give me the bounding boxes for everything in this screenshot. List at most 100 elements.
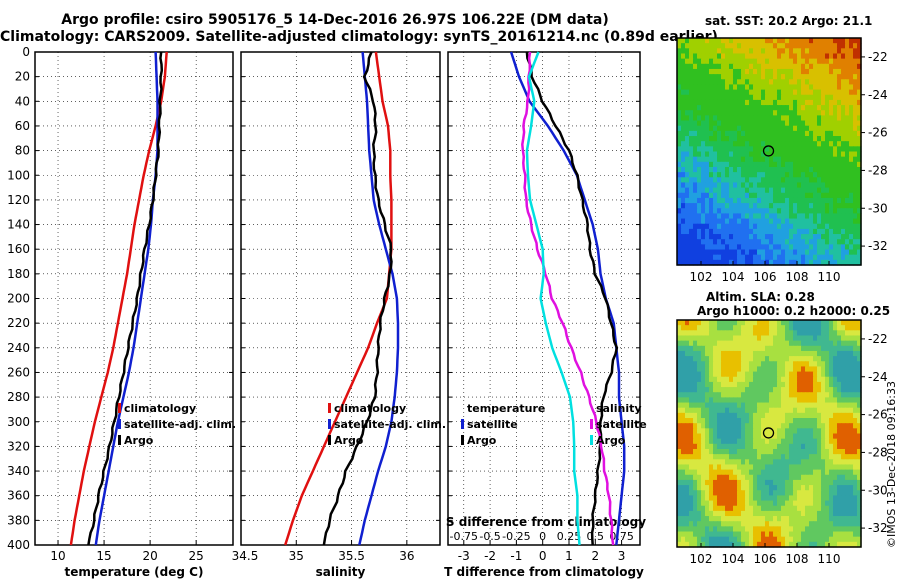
sla-map-ytick-label: -22 (868, 332, 888, 346)
sst-map-cell (765, 89, 770, 96)
sst-map-cell (825, 115, 830, 122)
sst-map-cell (845, 99, 850, 106)
sla-map-xtick-label: 108 (786, 552, 809, 566)
sla-map-cell (681, 350, 686, 357)
sst-map-cell (685, 223, 690, 230)
sst-map-cell (765, 79, 770, 86)
sst-map-cell (685, 63, 690, 70)
sla-map-cell (845, 335, 850, 342)
sla-map-cell (689, 335, 694, 342)
sst-map-cell (805, 141, 810, 147)
sst-map-cell (837, 259, 842, 266)
sla-map-cell (765, 479, 770, 486)
sla-map-cell (845, 381, 850, 388)
sst-map-cell (833, 228, 838, 235)
depth-tick-label: 400 (7, 538, 30, 552)
sla-map-cell (689, 433, 694, 440)
sst-map-cell (841, 192, 846, 199)
sst-map-cell (809, 156, 814, 163)
sla-map-cell (741, 495, 746, 502)
sst-map-cell (701, 197, 706, 204)
sla-map-cell (729, 397, 734, 404)
sst-map-cell (749, 208, 754, 215)
sst-map-cell (693, 58, 698, 65)
sst-map-cell (729, 259, 734, 266)
sla-map-cell (809, 361, 814, 368)
sst-map-cell (785, 146, 790, 153)
sst-map-cell (709, 203, 714, 209)
sst-map-cell (749, 136, 754, 142)
sla-map-cell (733, 459, 738, 466)
sst-map-cell (829, 192, 834, 199)
sla-map-cell (705, 418, 710, 424)
sla-map-cell (793, 366, 798, 373)
sla-map-cell (697, 531, 702, 538)
sst-map-cell (749, 38, 754, 44)
sst-map-cell (677, 146, 682, 153)
sst-map-cell (741, 146, 746, 153)
sla-map-cell (837, 448, 842, 455)
sst-map-cell (833, 218, 838, 225)
sla-map-cell (677, 376, 682, 383)
sla-map-cell (737, 490, 742, 497)
sst-map-cell (729, 99, 734, 106)
sla-map-cell (713, 495, 718, 502)
sla-map-cell (713, 459, 718, 466)
sst-map-cell (781, 239, 786, 245)
sla-map-cell (837, 459, 842, 466)
sla-map-cell (753, 423, 758, 429)
sst-map-cell (733, 130, 738, 137)
sla-map-cell (749, 521, 754, 527)
sla-map-cell (773, 325, 778, 331)
sst-map-cell (749, 172, 754, 178)
sla-map-cell (725, 526, 730, 533)
sst-map-cell (701, 249, 706, 256)
sla-map-cell (817, 531, 822, 538)
sla-map-cell (689, 490, 694, 497)
sla-map-cell (773, 423, 778, 429)
sst-map-cell (833, 259, 838, 266)
sst-map-cell (737, 156, 742, 163)
sst-map-cell (761, 203, 766, 209)
sla-map-cell (809, 505, 814, 512)
sla-map-cell (737, 464, 742, 471)
sst-map-cell (765, 38, 770, 44)
sst-map-cell (789, 38, 794, 44)
sst-map-cell (729, 254, 734, 261)
sla-map-cell (769, 454, 774, 460)
sla-map-cell (729, 531, 734, 538)
sst-map-cell (777, 84, 782, 91)
sst-map-cell (793, 141, 798, 147)
sst-map-cell (817, 115, 822, 122)
sla-map-cell (713, 412, 718, 419)
sla-map-cell (757, 423, 762, 429)
sst-map-cell (813, 244, 818, 251)
sst-map-cell (705, 213, 710, 220)
sst-map-cell (781, 74, 786, 80)
sla-map-cell (753, 474, 758, 481)
sst-map-cell (813, 203, 818, 209)
sla-map-cell (677, 387, 682, 393)
sst-map-cell (737, 58, 742, 65)
sst-map-cell (841, 120, 846, 127)
sla-map-cell (797, 418, 802, 424)
sst-map-cell (753, 177, 758, 184)
sst-map-cell (749, 244, 754, 251)
sla-map-cell (705, 505, 710, 512)
sla-map-cell (709, 479, 714, 486)
sla-map-cell (761, 531, 766, 538)
sla-map-cell (729, 490, 734, 497)
sst-map-cell (833, 244, 838, 251)
sst-map-cell (709, 244, 714, 251)
sla-map-cell (705, 521, 710, 527)
sst-map-cell (705, 125, 710, 132)
sst-map-cell (705, 259, 710, 266)
sla-map-cell (805, 340, 810, 347)
sla-map-cell (789, 459, 794, 466)
sla-map-cell (797, 397, 802, 404)
sst-map-cell (769, 239, 774, 245)
sst-map-cell (785, 58, 790, 65)
sla-map-cell (765, 505, 770, 512)
sst-map-cell (705, 130, 710, 137)
sla-map-cell (857, 345, 862, 352)
